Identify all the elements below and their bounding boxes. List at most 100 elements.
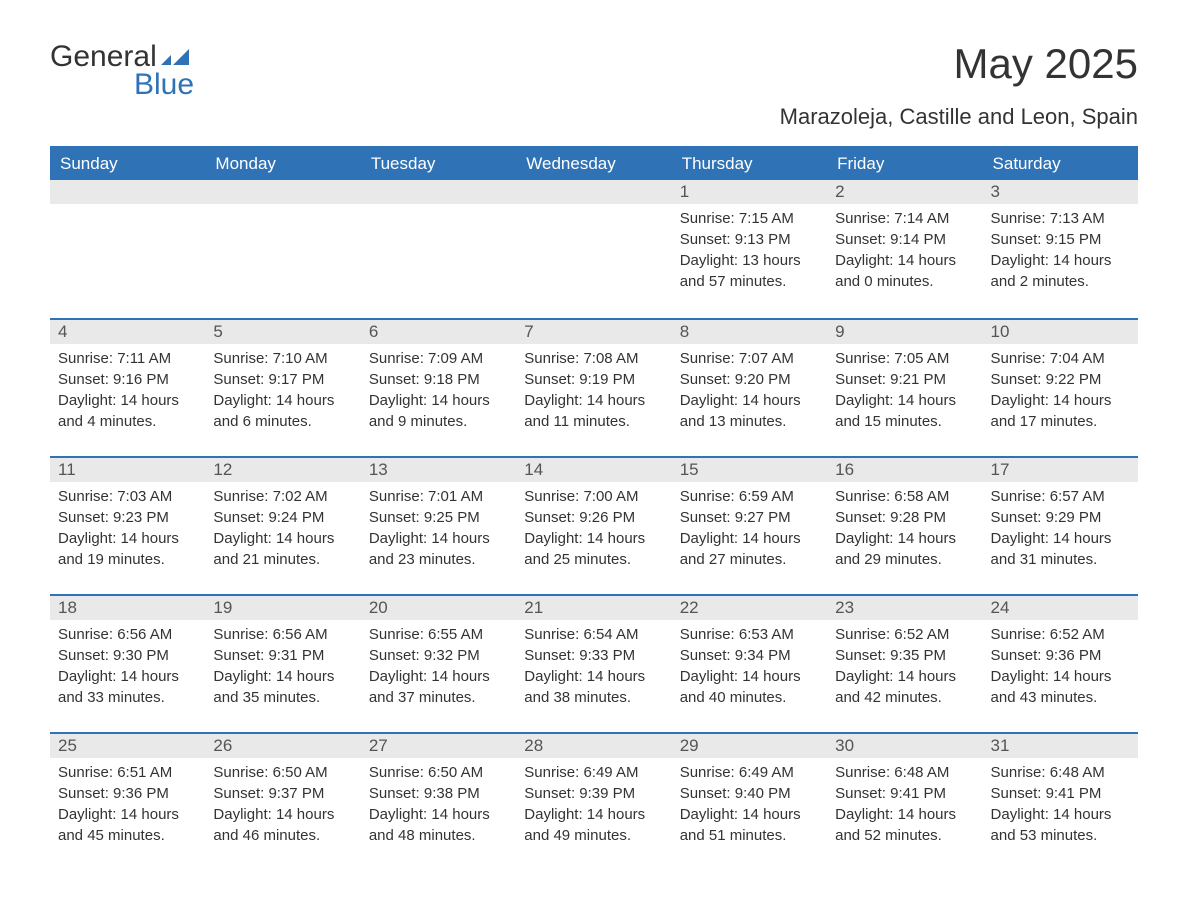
sunrise-line: Sunrise: 7:03 AM xyxy=(58,486,197,507)
calendar-cell: 19Sunrise: 6:56 AMSunset: 9:31 PMDayligh… xyxy=(205,594,360,732)
day-body: Sunrise: 7:14 AMSunset: 9:14 PMDaylight:… xyxy=(827,204,982,296)
day-number: 17 xyxy=(983,456,1138,482)
day-body: Sunrise: 6:56 AMSunset: 9:31 PMDaylight:… xyxy=(205,620,360,712)
sunrise-line: Sunrise: 7:05 AM xyxy=(835,348,974,369)
sunset-line: Sunset: 9:21 PM xyxy=(835,369,974,390)
day-number: 10 xyxy=(983,318,1138,344)
daylight-line: Daylight: 14 hours and 2 minutes. xyxy=(991,250,1130,292)
sunset-line: Sunset: 9:20 PM xyxy=(680,369,819,390)
day-number: 19 xyxy=(205,594,360,620)
logo-flag-icon xyxy=(161,47,189,67)
day-body: Sunrise: 6:52 AMSunset: 9:36 PMDaylight:… xyxy=(983,620,1138,712)
daylight-line: Daylight: 14 hours and 45 minutes. xyxy=(58,804,197,846)
sunrise-line: Sunrise: 6:48 AM xyxy=(991,762,1130,783)
day-body: Sunrise: 6:48 AMSunset: 9:41 PMDaylight:… xyxy=(983,758,1138,850)
calendar-cell: 10Sunrise: 7:04 AMSunset: 9:22 PMDayligh… xyxy=(983,318,1138,456)
calendar-cell: 30Sunrise: 6:48 AMSunset: 9:41 PMDayligh… xyxy=(827,732,982,870)
logo-word2: Blue xyxy=(134,68,194,102)
day-body: Sunrise: 6:48 AMSunset: 9:41 PMDaylight:… xyxy=(827,758,982,850)
sunset-line: Sunset: 9:40 PM xyxy=(680,783,819,804)
daylight-line: Daylight: 14 hours and 15 minutes. xyxy=(835,390,974,432)
calendar-cell: 22Sunrise: 6:53 AMSunset: 9:34 PMDayligh… xyxy=(672,594,827,732)
day-number: 22 xyxy=(672,594,827,620)
sunrise-line: Sunrise: 6:55 AM xyxy=(369,624,508,645)
sunrise-line: Sunrise: 6:59 AM xyxy=(680,486,819,507)
calendar-cell: 1Sunrise: 7:15 AMSunset: 9:13 PMDaylight… xyxy=(672,180,827,318)
daylight-line: Daylight: 14 hours and 35 minutes. xyxy=(213,666,352,708)
calendar-cell xyxy=(516,180,671,318)
daylight-line: Daylight: 14 hours and 33 minutes. xyxy=(58,666,197,708)
weekday-header: Monday xyxy=(205,147,360,180)
day-body: Sunrise: 6:50 AMSunset: 9:37 PMDaylight:… xyxy=(205,758,360,850)
day-number: 24 xyxy=(983,594,1138,620)
day-number: 15 xyxy=(672,456,827,482)
day-number: 6 xyxy=(361,318,516,344)
day-body: Sunrise: 6:55 AMSunset: 9:32 PMDaylight:… xyxy=(361,620,516,712)
day-number: 11 xyxy=(50,456,205,482)
day-number: 25 xyxy=(50,732,205,758)
calendar-table: SundayMondayTuesdayWednesdayThursdayFrid… xyxy=(50,146,1138,870)
sunrise-line: Sunrise: 7:10 AM xyxy=(213,348,352,369)
calendar-cell: 13Sunrise: 7:01 AMSunset: 9:25 PMDayligh… xyxy=(361,456,516,594)
day-number: 23 xyxy=(827,594,982,620)
calendar-cell: 26Sunrise: 6:50 AMSunset: 9:37 PMDayligh… xyxy=(205,732,360,870)
sunset-line: Sunset: 9:17 PM xyxy=(213,369,352,390)
day-number: 30 xyxy=(827,732,982,758)
day-number: 31 xyxy=(983,732,1138,758)
empty-day-strip xyxy=(361,180,516,204)
calendar-cell xyxy=(205,180,360,318)
sunrise-line: Sunrise: 6:56 AM xyxy=(213,624,352,645)
daylight-line: Daylight: 14 hours and 42 minutes. xyxy=(835,666,974,708)
calendar-cell: 5Sunrise: 7:10 AMSunset: 9:17 PMDaylight… xyxy=(205,318,360,456)
day-body: Sunrise: 6:50 AMSunset: 9:38 PMDaylight:… xyxy=(361,758,516,850)
day-number: 28 xyxy=(516,732,671,758)
calendar-cell: 11Sunrise: 7:03 AMSunset: 9:23 PMDayligh… xyxy=(50,456,205,594)
day-number: 29 xyxy=(672,732,827,758)
daylight-line: Daylight: 14 hours and 23 minutes. xyxy=(369,528,508,570)
calendar-cell: 23Sunrise: 6:52 AMSunset: 9:35 PMDayligh… xyxy=(827,594,982,732)
daylight-line: Daylight: 14 hours and 53 minutes. xyxy=(991,804,1130,846)
sunrise-line: Sunrise: 6:49 AM xyxy=(680,762,819,783)
day-body: Sunrise: 7:10 AMSunset: 9:17 PMDaylight:… xyxy=(205,344,360,436)
day-body: Sunrise: 7:04 AMSunset: 9:22 PMDaylight:… xyxy=(983,344,1138,436)
day-body: Sunrise: 6:57 AMSunset: 9:29 PMDaylight:… xyxy=(983,482,1138,574)
sunset-line: Sunset: 9:31 PM xyxy=(213,645,352,666)
daylight-line: Daylight: 14 hours and 49 minutes. xyxy=(524,804,663,846)
day-body: Sunrise: 6:49 AMSunset: 9:39 PMDaylight:… xyxy=(516,758,671,850)
sunset-line: Sunset: 9:13 PM xyxy=(680,229,819,250)
sunrise-line: Sunrise: 6:52 AM xyxy=(835,624,974,645)
sunrise-line: Sunrise: 7:02 AM xyxy=(213,486,352,507)
sunrise-line: Sunrise: 7:00 AM xyxy=(524,486,663,507)
weekday-header: Saturday xyxy=(983,147,1138,180)
daylight-line: Daylight: 14 hours and 40 minutes. xyxy=(680,666,819,708)
sunrise-line: Sunrise: 6:52 AM xyxy=(991,624,1130,645)
sunset-line: Sunset: 9:16 PM xyxy=(58,369,197,390)
calendar-cell: 3Sunrise: 7:13 AMSunset: 9:15 PMDaylight… xyxy=(983,180,1138,318)
day-body: Sunrise: 6:54 AMSunset: 9:33 PMDaylight:… xyxy=(516,620,671,712)
weekday-header: Wednesday xyxy=(516,147,671,180)
sunset-line: Sunset: 9:41 PM xyxy=(991,783,1130,804)
daylight-line: Daylight: 14 hours and 52 minutes. xyxy=(835,804,974,846)
sunset-line: Sunset: 9:34 PM xyxy=(680,645,819,666)
sunrise-line: Sunrise: 7:04 AM xyxy=(991,348,1130,369)
weekday-header: Thursday xyxy=(672,147,827,180)
calendar-cell: 21Sunrise: 6:54 AMSunset: 9:33 PMDayligh… xyxy=(516,594,671,732)
header: General Blue May 2025 Marazoleja, Castil… xyxy=(50,40,1138,138)
daylight-line: Daylight: 14 hours and 6 minutes. xyxy=(213,390,352,432)
sunset-line: Sunset: 9:36 PM xyxy=(991,645,1130,666)
sunrise-line: Sunrise: 7:14 AM xyxy=(835,208,974,229)
sunset-line: Sunset: 9:15 PM xyxy=(991,229,1130,250)
day-body: Sunrise: 6:51 AMSunset: 9:36 PMDaylight:… xyxy=(50,758,205,850)
day-number: 8 xyxy=(672,318,827,344)
day-number: 26 xyxy=(205,732,360,758)
sunset-line: Sunset: 9:14 PM xyxy=(835,229,974,250)
daylight-line: Daylight: 13 hours and 57 minutes. xyxy=(680,250,819,292)
sunset-line: Sunset: 9:30 PM xyxy=(58,645,197,666)
sunset-line: Sunset: 9:22 PM xyxy=(991,369,1130,390)
sunset-line: Sunset: 9:19 PM xyxy=(524,369,663,390)
day-number: 2 xyxy=(827,180,982,204)
day-body: Sunrise: 7:01 AMSunset: 9:25 PMDaylight:… xyxy=(361,482,516,574)
day-body: Sunrise: 7:15 AMSunset: 9:13 PMDaylight:… xyxy=(672,204,827,296)
day-number: 13 xyxy=(361,456,516,482)
sunset-line: Sunset: 9:37 PM xyxy=(213,783,352,804)
